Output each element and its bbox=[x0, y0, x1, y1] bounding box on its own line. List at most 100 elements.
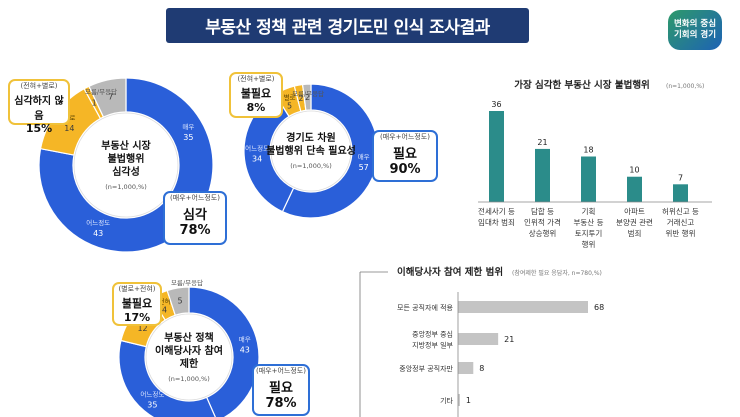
restriction-necessary-callout: (매우+어느정도) 필요 78% bbox=[252, 364, 310, 416]
bar-category-label: 전세사기 등 bbox=[478, 206, 515, 216]
callout-value: 8% bbox=[246, 101, 266, 114]
bar-2 bbox=[581, 156, 596, 202]
bar-4 bbox=[673, 184, 688, 202]
bar-value: 7 bbox=[678, 173, 683, 182]
slice-label: 어느정도 bbox=[245, 143, 269, 152]
hbar-chart-note: (참여제한 필요 응답자, n=780,%) bbox=[512, 269, 602, 277]
callout-label: 불필요 bbox=[121, 297, 153, 310]
slice-value: 35 bbox=[147, 401, 157, 410]
donut-slice-3-1 bbox=[118, 339, 216, 417]
bar-category-label: 분양권 관련 bbox=[616, 217, 653, 227]
bar-category-label: 상승행위 bbox=[529, 228, 557, 238]
bar-category-label: 위반 행위 bbox=[666, 228, 696, 238]
callout-label: 필요 bbox=[269, 381, 293, 396]
callout-label: 심각 bbox=[183, 208, 207, 223]
slice-value: 2 bbox=[305, 93, 310, 102]
slice-value: 34 bbox=[252, 154, 262, 163]
callout-label: 필요 bbox=[393, 147, 417, 162]
donut-center-title: 경기도 차원 bbox=[286, 131, 335, 144]
hbar-category-label: 중앙정부 중심 bbox=[412, 330, 453, 339]
page-title: 부동산 정책 관련 경기도민 인식 조사결과 bbox=[166, 8, 529, 43]
no-answer-label: 모름/무응답 bbox=[171, 279, 203, 287]
donut-hole bbox=[145, 313, 233, 401]
callout-sub: (매우+어느정도) bbox=[256, 367, 306, 375]
donut-center-title: 불법행위 bbox=[108, 152, 145, 165]
bar-category-label: 범죄 bbox=[628, 228, 642, 238]
slice-label: 매우 bbox=[182, 123, 194, 131]
bar-category-label: 행위 bbox=[582, 239, 596, 249]
slice-value: 57 bbox=[359, 163, 369, 172]
no-answer-label: 모름/무응답 bbox=[85, 88, 117, 96]
necessary-callout: (매우+어느정도) 필요 90% bbox=[372, 130, 438, 182]
bar-value: 21 bbox=[537, 138, 547, 147]
logo-line-2: 기회의 경기 bbox=[673, 30, 717, 40]
gyeonggi-logo: 변화의 중심 기회의 경기 bbox=[668, 10, 722, 50]
hbar-0 bbox=[458, 301, 588, 313]
donut-center-title: 부동산 정책 bbox=[164, 331, 213, 344]
slice-value: 14 bbox=[64, 124, 74, 133]
donut-slice-3-4 bbox=[166, 286, 190, 316]
donut-slice-1-4 bbox=[301, 83, 312, 111]
bar-0 bbox=[489, 111, 504, 202]
callout-value: 90% bbox=[389, 162, 421, 177]
bar-category-label: 아파트 bbox=[624, 206, 645, 216]
slice-value: 12 bbox=[137, 324, 147, 333]
slice-label: 매우 bbox=[239, 335, 251, 343]
donut-hole bbox=[73, 112, 179, 218]
callout-value: 17% bbox=[123, 311, 151, 324]
hbar-chart-title: 이해당사자 참여 제한 범위 bbox=[397, 266, 503, 278]
hbar-1 bbox=[458, 333, 499, 345]
donut-note: (n=1,000,%) bbox=[290, 162, 332, 170]
donut-center-title: 제한 bbox=[180, 357, 199, 370]
hbar-value: 68 bbox=[594, 303, 604, 312]
donut-center-title: 심각성 bbox=[112, 165, 140, 178]
callout-sub: (전혀+별로) bbox=[237, 75, 275, 83]
bar-3 bbox=[627, 176, 642, 202]
slice-value: 2 bbox=[298, 94, 303, 103]
slice-label: 어느정도 bbox=[140, 390, 164, 399]
slice-value: 4 bbox=[162, 306, 167, 315]
donut-note: (n=1,000,%) bbox=[168, 375, 210, 383]
slice-label: 어느정도 bbox=[86, 218, 110, 227]
callout-label: 심각하지 않음 bbox=[14, 96, 64, 122]
slice-label: 매우 bbox=[358, 153, 370, 161]
donut-center-title: 이해당사자 참여 bbox=[155, 344, 223, 357]
bar-category-label: 인위적 가격 bbox=[524, 217, 561, 227]
bar-category-label: 임대차 범죄 bbox=[478, 217, 515, 227]
hbar-2 bbox=[458, 362, 474, 374]
hbar-category-label: 중앙정부 공직자만 bbox=[399, 364, 453, 373]
unnecessary-callout: (전혀+별로) 불필요 8% bbox=[229, 72, 283, 118]
bar-category-label: 부동산 등 bbox=[574, 217, 604, 227]
donut-slice-0-4 bbox=[88, 77, 127, 118]
hbar-3 bbox=[458, 394, 460, 406]
callout-sub: (전혀+별로) bbox=[20, 82, 58, 90]
callout-value: 78% bbox=[265, 396, 297, 411]
bar-chart-note: (n=1,000,%) bbox=[666, 83, 704, 90]
slice-value: 43 bbox=[93, 229, 103, 238]
slice-label: 전혀 bbox=[159, 297, 171, 306]
hbar-category-label: 지방정부 일부 bbox=[412, 341, 453, 350]
bar-chart-title: 가장 심각한 부동산 시장 불법행위 bbox=[514, 79, 650, 91]
donut-note: (n=1,000,%) bbox=[105, 183, 147, 191]
hbar-value: 21 bbox=[504, 335, 514, 344]
hbar-category-label: 기타 bbox=[440, 396, 453, 405]
callout-value: 78% bbox=[179, 223, 211, 238]
callout-value: 15% bbox=[25, 122, 53, 135]
hbar-category-label: 모든 공직자에 적용 bbox=[397, 303, 454, 312]
not-serious-callout: (전혀+별로) 심각하지 않음 15% bbox=[8, 79, 70, 135]
bar-category-label: 거래신고 bbox=[667, 218, 695, 227]
bar-value: 36 bbox=[491, 100, 501, 109]
restriction-unnecessary-callout: (별로+전혀) 불필요 17% bbox=[112, 282, 162, 326]
donut-slice-0-1 bbox=[38, 147, 198, 253]
slice-value: 7 bbox=[108, 93, 113, 102]
donut-hole bbox=[270, 110, 352, 192]
callout-label: 불필요 bbox=[240, 87, 272, 100]
serious-callout: (매우+어느정도) 심각 78% bbox=[163, 191, 227, 245]
bar-category-label: 기획 bbox=[582, 206, 596, 216]
donut-center-title: 불법행위 단속 필요성 bbox=[266, 144, 356, 157]
slice-value: 35 bbox=[183, 133, 193, 142]
donut-slice-3-0 bbox=[188, 286, 260, 417]
callout-sub: (매우+어느정도) bbox=[170, 194, 220, 202]
donut-center-title: 부동산 시장 bbox=[101, 139, 151, 152]
slice-value: 5 bbox=[287, 101, 292, 110]
